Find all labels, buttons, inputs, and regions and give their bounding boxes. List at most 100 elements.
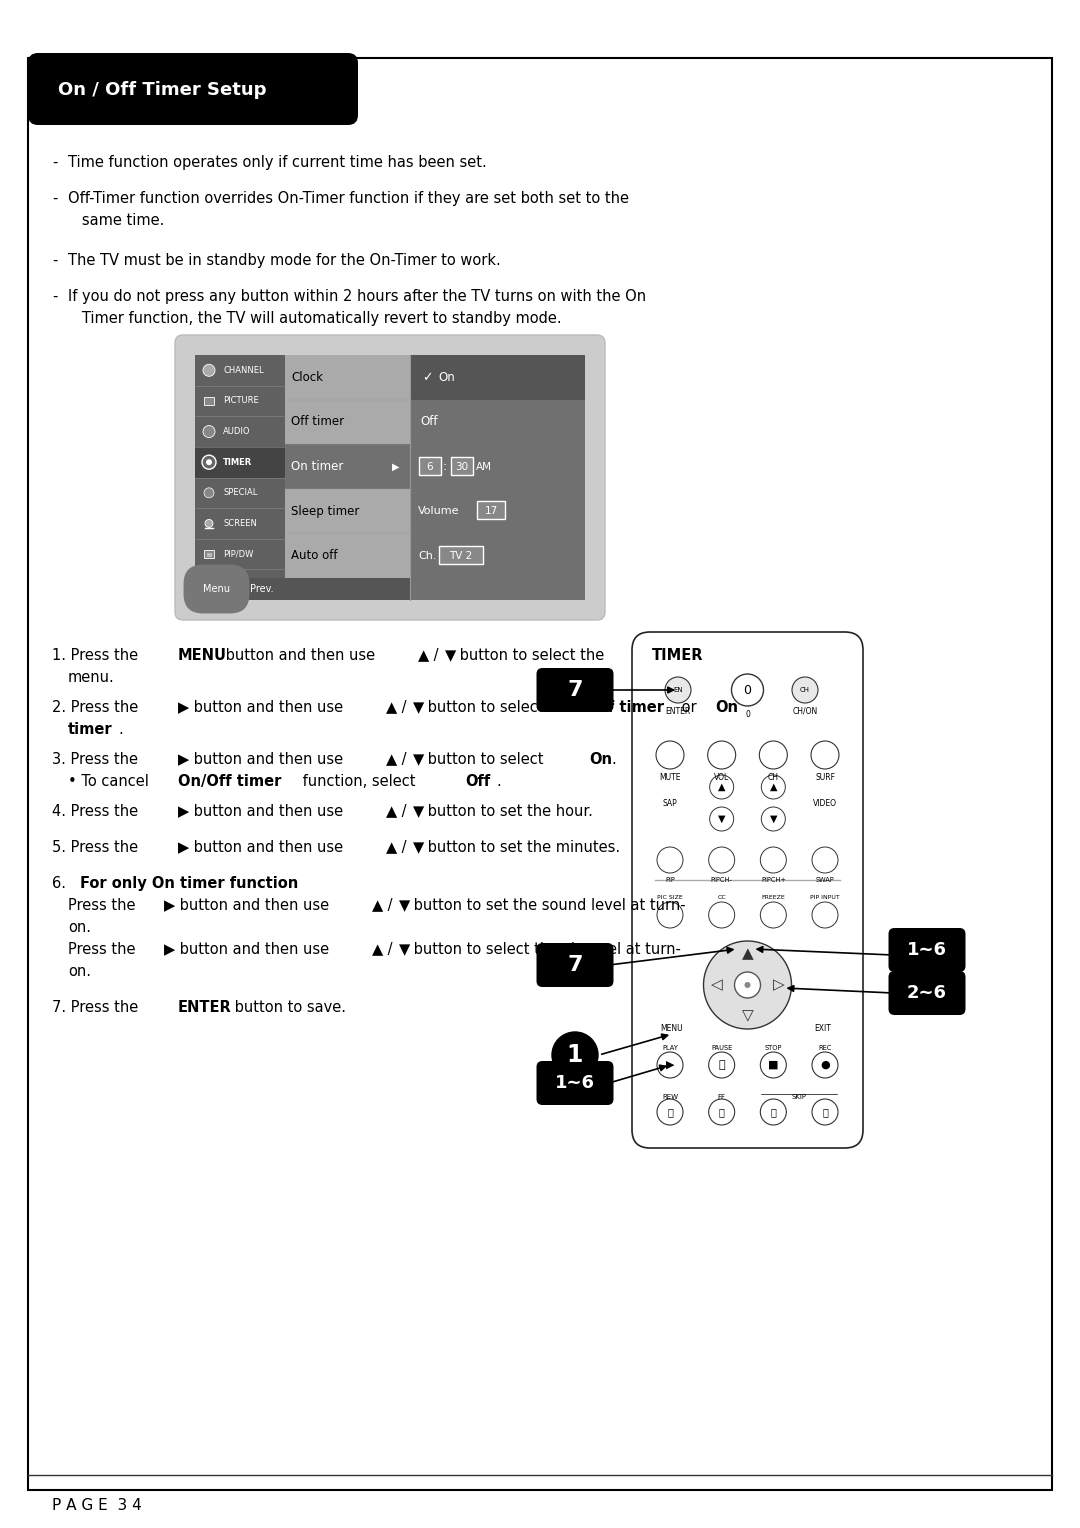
Text: TV 2: TV 2 bbox=[449, 550, 473, 561]
Text: 2~6: 2~6 bbox=[907, 984, 947, 1002]
Text: ▲: ▲ bbox=[386, 700, 397, 715]
Text: CC: CC bbox=[717, 895, 726, 900]
Text: ▶: ▶ bbox=[164, 898, 175, 914]
Text: -: - bbox=[52, 289, 57, 304]
FancyBboxPatch shape bbox=[205, 585, 213, 591]
Text: :: : bbox=[443, 460, 447, 474]
Text: AM: AM bbox=[476, 461, 492, 472]
Text: .: . bbox=[118, 723, 123, 736]
FancyBboxPatch shape bbox=[419, 457, 441, 475]
Text: On: On bbox=[438, 371, 455, 384]
Text: P A G E  3 4: P A G E 3 4 bbox=[52, 1497, 141, 1513]
Text: ▶: ▶ bbox=[178, 752, 189, 767]
Text: ENTER: ENTER bbox=[178, 999, 232, 1015]
Text: /: / bbox=[397, 752, 406, 767]
Text: ▼: ▼ bbox=[399, 941, 410, 957]
Circle shape bbox=[812, 1051, 838, 1077]
FancyBboxPatch shape bbox=[537, 943, 613, 987]
Text: AUDIO: AUDIO bbox=[222, 426, 251, 435]
Circle shape bbox=[760, 1051, 786, 1077]
Text: ▼: ▼ bbox=[770, 814, 778, 824]
Text: On / Off Timer Setup: On / Off Timer Setup bbox=[58, 81, 267, 99]
FancyBboxPatch shape bbox=[204, 550, 214, 558]
Text: SAP: SAP bbox=[663, 799, 677, 807]
Text: On: On bbox=[715, 700, 738, 715]
Text: button and then use: button and then use bbox=[189, 804, 348, 819]
FancyBboxPatch shape bbox=[195, 354, 585, 601]
Circle shape bbox=[657, 902, 683, 927]
Text: ▼: ▼ bbox=[399, 898, 410, 914]
Text: PIPCH+: PIPCH+ bbox=[761, 877, 786, 883]
Text: MENU: MENU bbox=[661, 1024, 684, 1033]
Text: 30: 30 bbox=[456, 461, 469, 472]
Circle shape bbox=[760, 1099, 786, 1125]
Circle shape bbox=[734, 972, 760, 998]
Text: button to select the channel at turn-: button to select the channel at turn- bbox=[409, 941, 680, 957]
Text: EXIT: EXIT bbox=[814, 1024, 832, 1033]
Text: PIP INPUT: PIP INPUT bbox=[810, 895, 840, 900]
Text: 1. Press the: 1. Press the bbox=[52, 648, 143, 663]
Text: Press the: Press the bbox=[68, 898, 140, 914]
Text: ▲: ▲ bbox=[372, 941, 383, 957]
Text: Prev.: Prev. bbox=[249, 584, 273, 594]
Text: ▲: ▲ bbox=[386, 752, 397, 767]
Circle shape bbox=[761, 807, 785, 831]
Circle shape bbox=[812, 847, 838, 872]
Text: ▲: ▲ bbox=[386, 840, 397, 856]
Text: ⏮: ⏮ bbox=[770, 1106, 777, 1117]
FancyBboxPatch shape bbox=[285, 354, 410, 601]
Text: 7: 7 bbox=[567, 680, 583, 700]
Circle shape bbox=[656, 741, 684, 769]
Text: ▶: ▶ bbox=[178, 700, 189, 715]
Circle shape bbox=[657, 847, 683, 872]
Text: menu.: menu. bbox=[68, 669, 114, 685]
Circle shape bbox=[708, 1051, 734, 1077]
Text: SWAP: SWAP bbox=[815, 877, 835, 883]
Text: /: / bbox=[383, 941, 392, 957]
Text: Off-Timer function overrides On-Timer function if they are set both set to the
 : Off-Timer function overrides On-Timer fu… bbox=[68, 191, 629, 228]
Text: PIC SIZE: PIC SIZE bbox=[657, 895, 683, 900]
Text: PLAY: PLAY bbox=[662, 1045, 678, 1051]
FancyBboxPatch shape bbox=[28, 53, 357, 125]
FancyBboxPatch shape bbox=[195, 578, 410, 601]
Circle shape bbox=[812, 1099, 838, 1125]
Circle shape bbox=[657, 1099, 683, 1125]
Text: CH: CH bbox=[800, 688, 810, 694]
Text: 7: 7 bbox=[567, 955, 583, 975]
Text: ▲: ▲ bbox=[770, 782, 778, 792]
Text: button to select: button to select bbox=[423, 752, 549, 767]
Text: • To cancel: • To cancel bbox=[68, 775, 153, 788]
FancyBboxPatch shape bbox=[889, 970, 966, 1015]
Text: If you do not press any button within 2 hours after the TV turns on with the On
: If you do not press any button within 2 … bbox=[68, 289, 646, 325]
Text: Sleep timer: Sleep timer bbox=[291, 504, 360, 518]
Text: Press the: Press the bbox=[68, 941, 140, 957]
Circle shape bbox=[203, 426, 215, 437]
Circle shape bbox=[708, 1099, 734, 1125]
Text: REW: REW bbox=[662, 1094, 678, 1100]
Circle shape bbox=[708, 902, 734, 927]
Text: ▶: ▶ bbox=[178, 804, 189, 819]
Text: ▶: ▶ bbox=[665, 1060, 674, 1070]
Text: STOP: STOP bbox=[765, 1045, 782, 1051]
Text: Auto off: Auto off bbox=[291, 549, 337, 562]
Text: ⏭: ⏭ bbox=[822, 1106, 828, 1117]
Text: ▼: ▼ bbox=[413, 700, 424, 715]
Text: PIPCH-: PIPCH- bbox=[711, 877, 732, 883]
Text: MUTE: MUTE bbox=[659, 773, 680, 782]
Text: PIP: PIP bbox=[665, 877, 675, 883]
Text: VIDEO: VIDEO bbox=[813, 799, 837, 807]
Text: On/Off timer: On/Off timer bbox=[178, 775, 282, 788]
Text: 1: 1 bbox=[567, 1044, 583, 1067]
Text: Time function operates only if current time has been set.: Time function operates only if current t… bbox=[68, 154, 487, 170]
Text: For only On timer function: For only On timer function bbox=[80, 876, 298, 891]
Text: Clock: Clock bbox=[291, 371, 323, 384]
Text: MENU: MENU bbox=[178, 648, 227, 663]
Text: SKIP: SKIP bbox=[792, 1094, 807, 1100]
Text: -: - bbox=[52, 191, 57, 206]
Text: ■: ■ bbox=[768, 1060, 779, 1070]
Text: ▷: ▷ bbox=[772, 978, 784, 993]
Text: or: or bbox=[677, 700, 701, 715]
Text: ▶: ▶ bbox=[392, 461, 400, 472]
FancyBboxPatch shape bbox=[28, 58, 1052, 1490]
Text: button and then use: button and then use bbox=[189, 700, 348, 715]
